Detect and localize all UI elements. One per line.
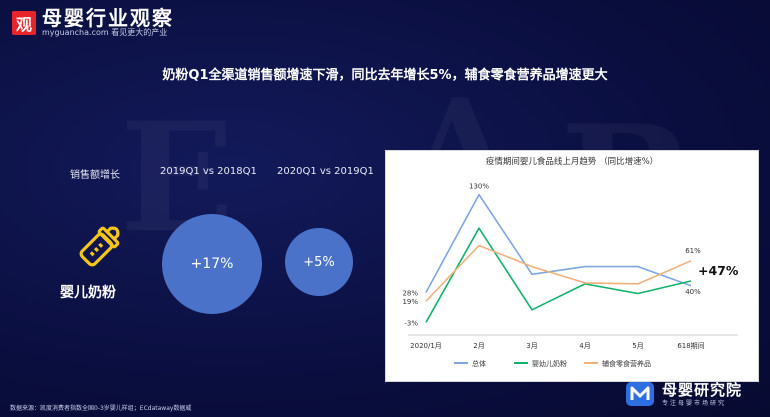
legend-label: 总体	[472, 359, 486, 368]
chart-callout: +47%	[698, 263, 739, 278]
logo-mark: 观	[12, 11, 36, 35]
page-title: 奶粉Q1全渠道销售额增速下滑，同比去年增长5%，辅食零食营养品增速更大	[162, 68, 608, 83]
logo-name: 母婴行业观察	[42, 6, 174, 30]
brand-name: 母婴研究院	[662, 380, 743, 399]
x-tick-label: 5月	[632, 342, 643, 350]
series-line-1	[425, 227, 692, 323]
brand-m-icon	[626, 382, 654, 406]
x-tick-label: 4月	[579, 342, 590, 350]
col-header-label: 销售额增长	[70, 170, 120, 181]
x-tick-label: 3月	[526, 342, 537, 350]
trend-chart: 疫情期间婴儿食品线上月趋势 （同比增速%） 2020/1月 2月 3月 4月 5月 618…	[402, 156, 739, 368]
product-label: 婴儿奶粉	[60, 285, 116, 301]
data-label: -3%	[404, 319, 418, 327]
data-label: 130%	[469, 183, 489, 191]
brand-logo[interactable]: 母婴研究院 专注母婴市场研究	[624, 378, 742, 410]
col-header-2019: 2019Q1 vs 2018Q1	[160, 166, 257, 177]
growth-bubble-2019: +17%	[162, 214, 262, 314]
chart-panel: 疫情期间婴儿食品线上月趋势 （同比增速%） 2020/1月 2月 3月 4月 5月 618…	[385, 150, 759, 382]
series-line-0	[425, 193, 692, 293]
col-header-2020: 2020Q1 vs 2019Q1	[277, 166, 374, 177]
data-source-footnote: 数据来源：凯度消费者指数全国0-3岁婴儿样组；ECdataway数据威	[10, 405, 192, 412]
logo-tagline: myguancha.com 看见更大的产业	[42, 28, 168, 37]
x-tick-label: 2月	[473, 342, 484, 350]
data-label: 28%	[402, 290, 418, 298]
x-tick-label: 2020/1月	[410, 342, 442, 350]
growth-value-2020: +5%	[303, 254, 335, 270]
growth-value-2019: +17%	[190, 256, 234, 272]
growth-bubble-2020: +5%	[285, 228, 353, 296]
chart-title: 疫情期间婴儿食品线上月趋势 （同比增速%）	[486, 156, 658, 167]
x-tick-label: 618期间	[677, 342, 704, 350]
baby-bottle-icon	[79, 226, 120, 267]
data-label: 19%	[402, 298, 418, 306]
legend-label: 辅食零食营养品	[602, 359, 651, 368]
legend-label: 婴幼儿奶粉	[532, 359, 567, 368]
data-label: 40%	[685, 288, 701, 296]
series-line-2	[425, 244, 692, 302]
brand-tagline: 专注母婴市场研究	[662, 399, 727, 407]
data-label: 61%	[685, 247, 701, 255]
logo[interactable]: 观 母婴行业观察 myguancha.com 看见更大的产业	[12, 8, 174, 38]
